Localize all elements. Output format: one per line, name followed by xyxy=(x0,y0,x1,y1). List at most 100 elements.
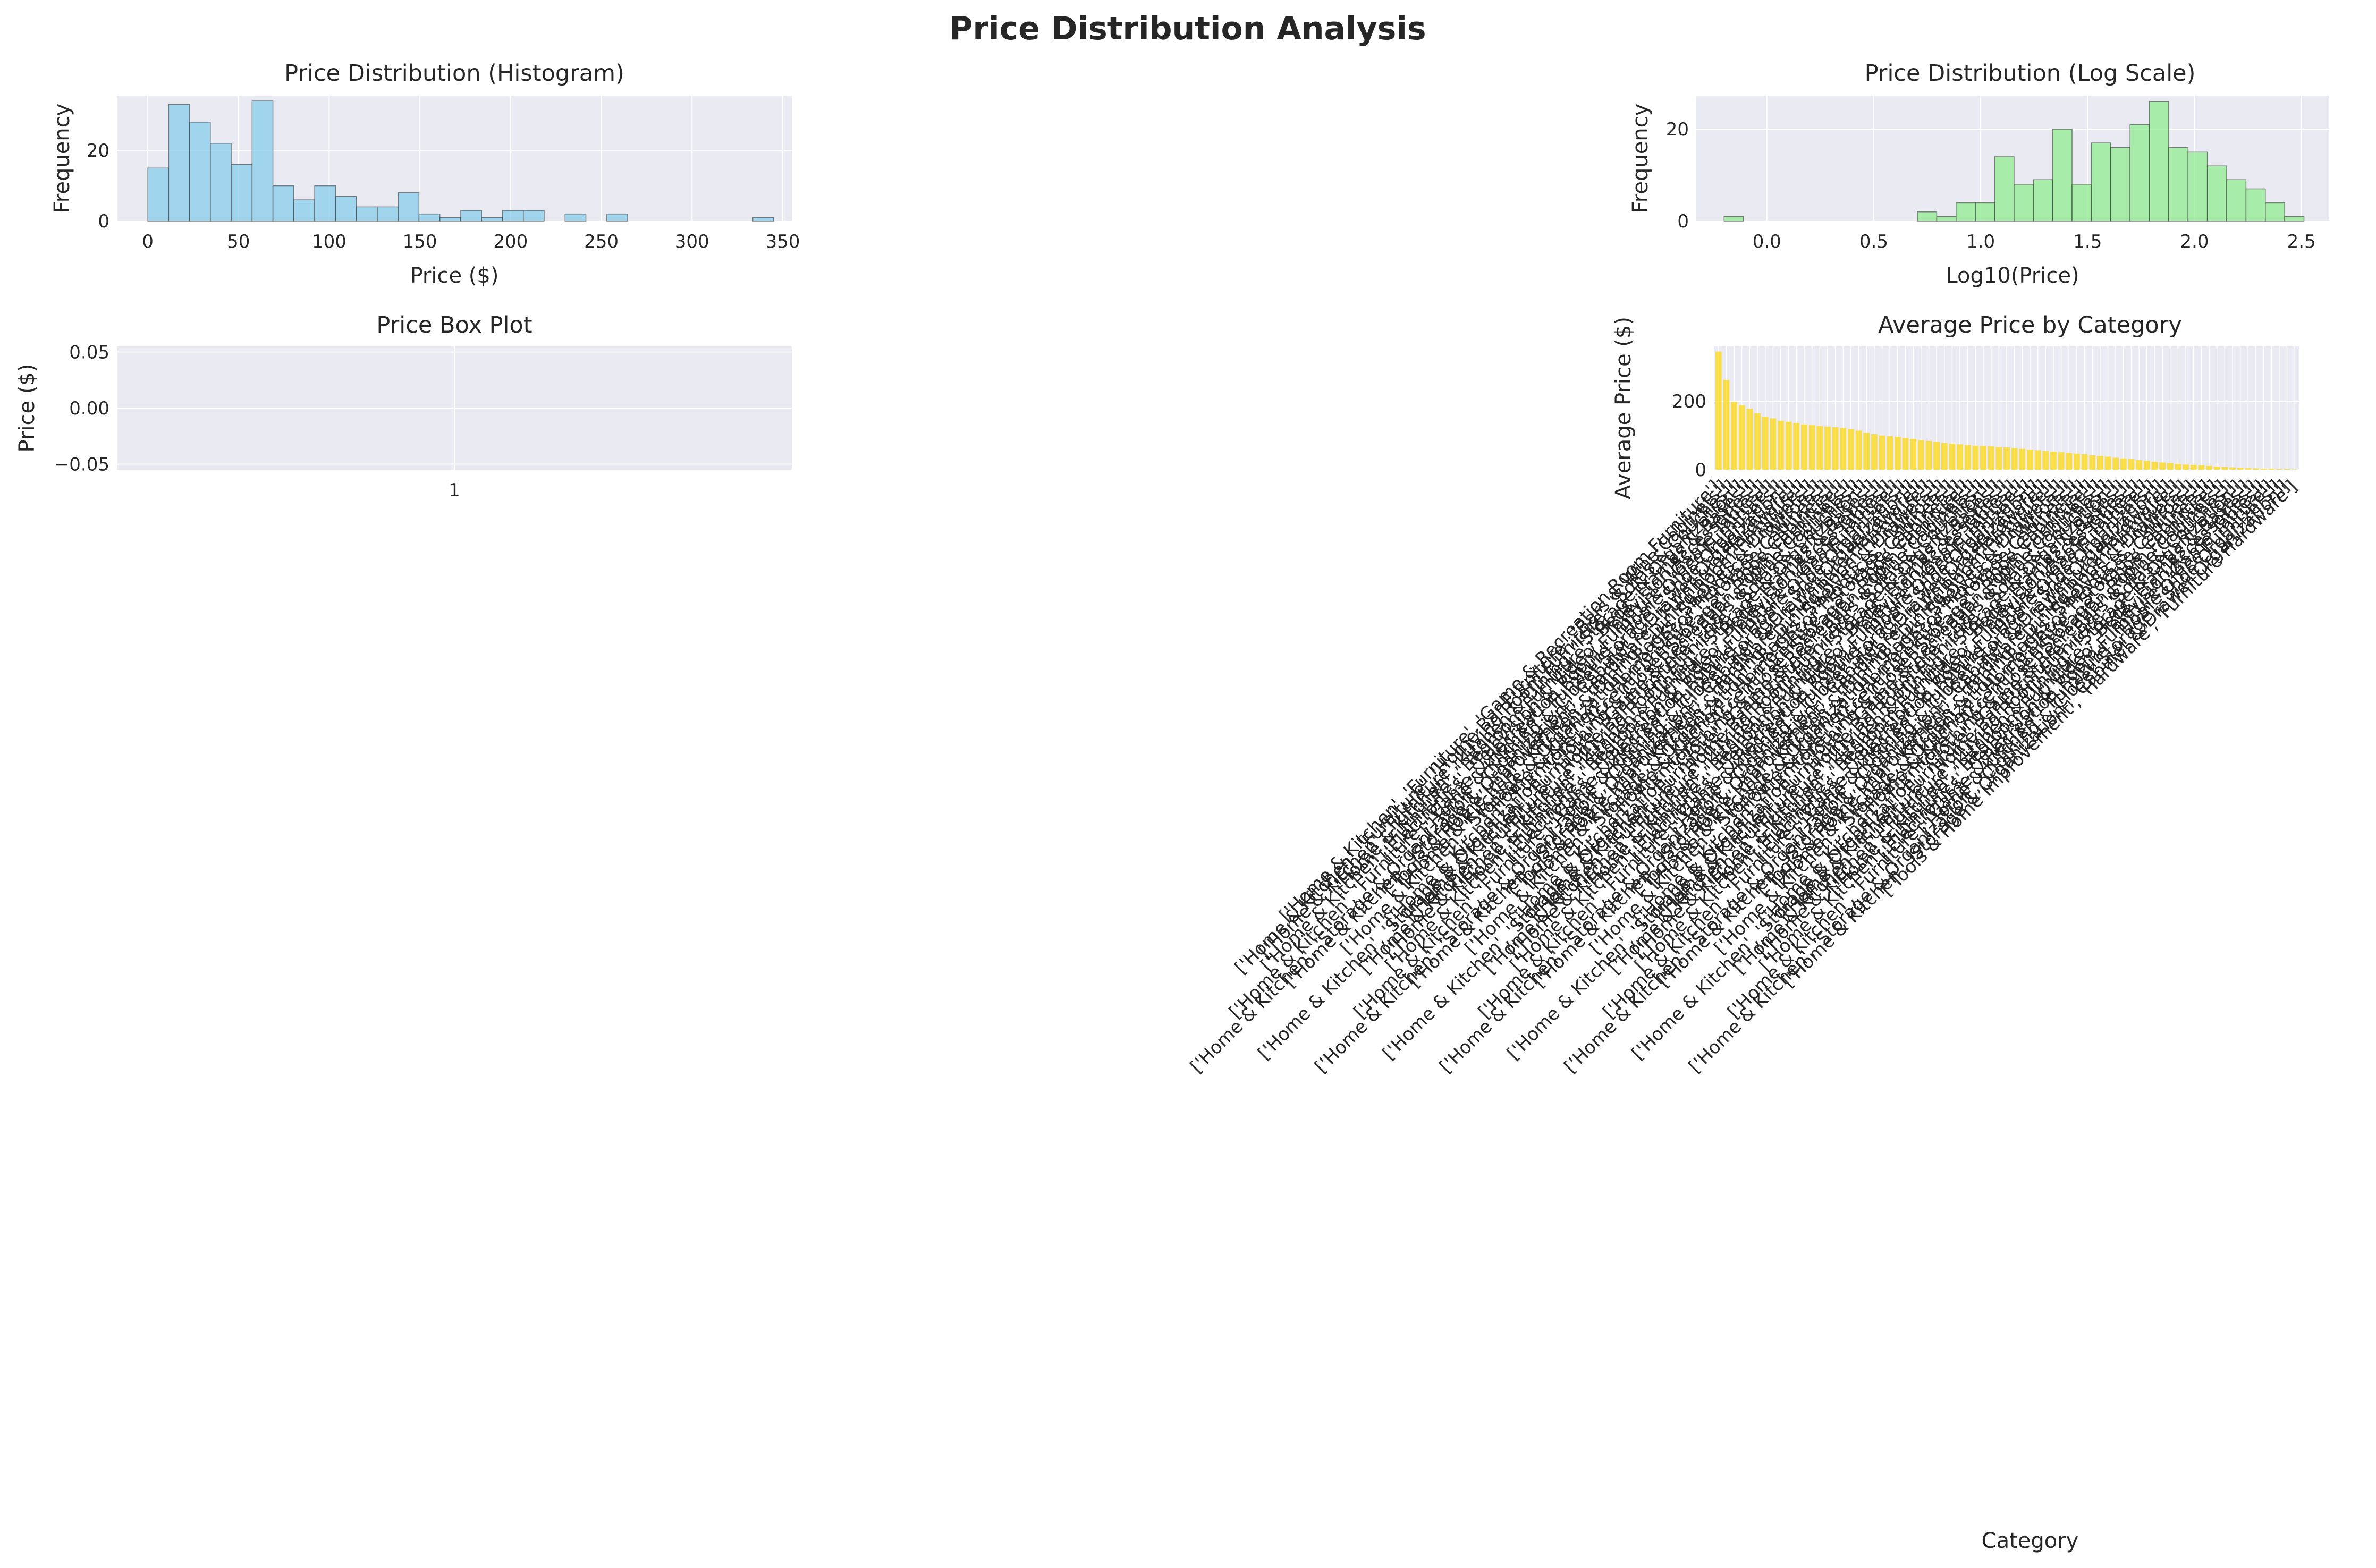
log-histogram-bar xyxy=(2033,180,2052,221)
category-bar xyxy=(1995,447,2002,470)
log-histogram-bar xyxy=(2208,166,2227,221)
category-bar xyxy=(1903,438,1909,470)
category-bar xyxy=(1957,444,1963,470)
category-bar xyxy=(2058,452,2065,470)
category-bar-y-label: Average Price ($) xyxy=(1611,317,1636,499)
category-bar xyxy=(1778,421,1784,470)
category-bar xyxy=(1770,418,1777,470)
histogram-bar xyxy=(357,207,377,221)
histogram-bar xyxy=(335,196,356,221)
category-bar xyxy=(2261,469,2267,470)
category-bar xyxy=(1848,429,1854,470)
category-bar xyxy=(2050,452,2057,470)
log-histogram-x-ticks: 0.0 0.5 1.0 1.5 2.0 2.5 xyxy=(1753,231,2316,252)
histogram-bar xyxy=(481,217,502,221)
histogram-x-tick-label: 350 xyxy=(765,231,800,252)
log-histogram-bar xyxy=(2169,148,2188,221)
log-histogram-x-tick-label: 0.0 xyxy=(1753,231,1781,252)
category-bar-y-tick-label: 200 xyxy=(1672,391,1706,412)
category-bar xyxy=(2292,469,2298,470)
category-bar xyxy=(1824,427,1831,470)
histogram-x-tick-label: 200 xyxy=(493,231,528,252)
histogram-bar xyxy=(168,105,189,221)
box-plot-y-tick-label: −0.05 xyxy=(54,454,109,475)
log-histogram-x-tick-label: 2.0 xyxy=(2180,231,2209,252)
log-histogram-x-tick-label: 1.5 xyxy=(2073,231,2102,252)
category-bar xyxy=(2206,466,2212,470)
histogram-bar xyxy=(523,210,544,221)
category-bar xyxy=(1715,352,1722,470)
histogram-bar xyxy=(440,217,461,221)
category-bar xyxy=(2120,459,2127,470)
histogram-bar xyxy=(502,210,523,221)
histogram-x-tick-label: 250 xyxy=(584,231,619,252)
log-histogram-bar xyxy=(2014,184,2033,221)
category-bar xyxy=(1941,443,1948,470)
category-bar xyxy=(1887,436,1893,470)
category-bar xyxy=(2276,469,2282,470)
category-bar xyxy=(2284,469,2290,470)
log-histogram-bar xyxy=(2285,216,2304,221)
histogram-bar xyxy=(315,186,335,221)
category-bar-panel: Average Price by Category 0 200 ['Home & … xyxy=(1186,312,2302,1553)
histogram-bar xyxy=(419,214,439,221)
histogram-y-tick-label: 0 xyxy=(98,211,109,232)
box-plot-panel: Price Box Plot 1 −0.050.000.05 Price ($) xyxy=(15,312,792,501)
category-bar xyxy=(2112,457,2119,470)
histogram-x-tick-label: 50 xyxy=(227,231,250,252)
category-bar xyxy=(2042,451,2049,470)
category-bar xyxy=(2097,456,2103,470)
log-histogram-x-tick-label: 0.5 xyxy=(1859,231,1888,252)
log-histogram-bar xyxy=(2188,152,2207,221)
histogram-title: Price Distribution (Histogram) xyxy=(284,60,624,87)
log-histogram-bar xyxy=(2150,101,2169,221)
histogram-x-tick-label: 100 xyxy=(312,231,346,252)
category-bar xyxy=(2245,468,2251,470)
category-bar xyxy=(2082,454,2088,470)
histogram-bar xyxy=(210,143,231,221)
category-bar xyxy=(1980,446,1986,470)
category-bar-y-ticks: 0200 xyxy=(1672,391,1706,481)
category-bar xyxy=(1910,439,1916,470)
category-bar xyxy=(2144,461,2150,470)
histogram-bar xyxy=(294,200,315,221)
histogram-bar xyxy=(461,210,481,221)
histogram-bar xyxy=(231,165,252,221)
category-bar xyxy=(2011,448,2018,470)
category-bar xyxy=(2019,449,2025,470)
category-bar xyxy=(1809,425,1815,470)
category-bar xyxy=(1965,445,1971,470)
category-bar xyxy=(2089,455,2095,470)
category-bar xyxy=(2159,462,2166,470)
category-bar xyxy=(1723,380,1730,470)
log-histogram-bar xyxy=(2130,124,2149,221)
log-histogram-x-tick-label: 2.5 xyxy=(2287,231,2316,252)
category-bar xyxy=(1801,425,1807,470)
histogram-bar xyxy=(377,207,398,221)
category-bar xyxy=(2237,468,2244,470)
category-bar xyxy=(2027,450,2033,470)
category-bar-title: Average Price by Category xyxy=(1878,312,2182,338)
category-bar xyxy=(1988,446,1994,470)
log-histogram-bar xyxy=(2265,202,2285,221)
log-histogram-bar xyxy=(1724,216,1743,221)
category-bar xyxy=(1747,409,1753,470)
histogram-bar xyxy=(398,193,419,221)
category-bar xyxy=(2198,465,2204,470)
histogram-x-tick-label: 300 xyxy=(675,231,709,252)
category-bar xyxy=(2191,465,2197,470)
category-bar xyxy=(1832,427,1839,470)
category-bar xyxy=(1731,402,1737,470)
log-histogram-y-ticks: 020 xyxy=(1666,119,1689,232)
log-histogram-bar xyxy=(1956,202,1975,221)
category-bar xyxy=(2175,464,2181,470)
category-bar xyxy=(1871,434,1878,470)
box-plot-y-tick-label: 0.05 xyxy=(69,342,109,363)
histogram-bar xyxy=(565,214,586,221)
histogram-x-tick-label: 150 xyxy=(403,231,437,252)
histogram-bar xyxy=(148,168,168,221)
category-bar xyxy=(1918,440,1924,470)
category-bar xyxy=(1949,444,1956,470)
log-histogram-bar xyxy=(1917,212,1937,221)
category-bar xyxy=(1879,436,1885,470)
